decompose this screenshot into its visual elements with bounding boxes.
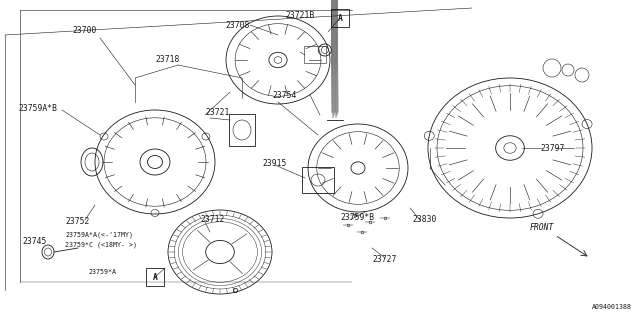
Text: 23759A*B: 23759A*B — [18, 103, 57, 113]
Text: 23830: 23830 — [412, 215, 436, 225]
Text: 23759*C (<18MY- >): 23759*C (<18MY- >) — [65, 242, 137, 248]
Text: 23745: 23745 — [22, 237, 46, 246]
Text: 23915: 23915 — [262, 158, 286, 167]
Text: 23759A*A(<-'17MY): 23759A*A(<-'17MY) — [65, 232, 133, 238]
Text: 23727: 23727 — [372, 255, 396, 265]
Text: 23721B: 23721B — [285, 11, 314, 20]
Text: 23759*B: 23759*B — [340, 213, 374, 222]
Text: 23797: 23797 — [540, 143, 564, 153]
Text: 23721: 23721 — [205, 108, 229, 116]
FancyBboxPatch shape — [146, 268, 164, 286]
Text: 23712: 23712 — [200, 215, 225, 225]
Text: 23708: 23708 — [225, 20, 250, 29]
Text: FRONT: FRONT — [530, 223, 554, 233]
Text: A: A — [337, 13, 342, 22]
Text: A: A — [152, 273, 157, 282]
Text: 23718: 23718 — [155, 55, 179, 65]
Text: 23752: 23752 — [65, 218, 90, 227]
Text: A094001388: A094001388 — [592, 304, 632, 310]
Text: 23759*A: 23759*A — [88, 269, 116, 275]
Text: 23700: 23700 — [72, 26, 97, 35]
Text: 23754: 23754 — [272, 91, 296, 100]
FancyBboxPatch shape — [331, 9, 349, 27]
